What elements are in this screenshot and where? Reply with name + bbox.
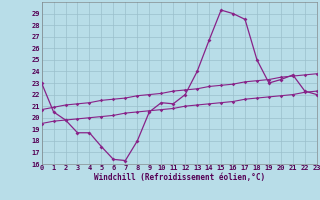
X-axis label: Windchill (Refroidissement éolien,°C): Windchill (Refroidissement éolien,°C) (94, 173, 265, 182)
